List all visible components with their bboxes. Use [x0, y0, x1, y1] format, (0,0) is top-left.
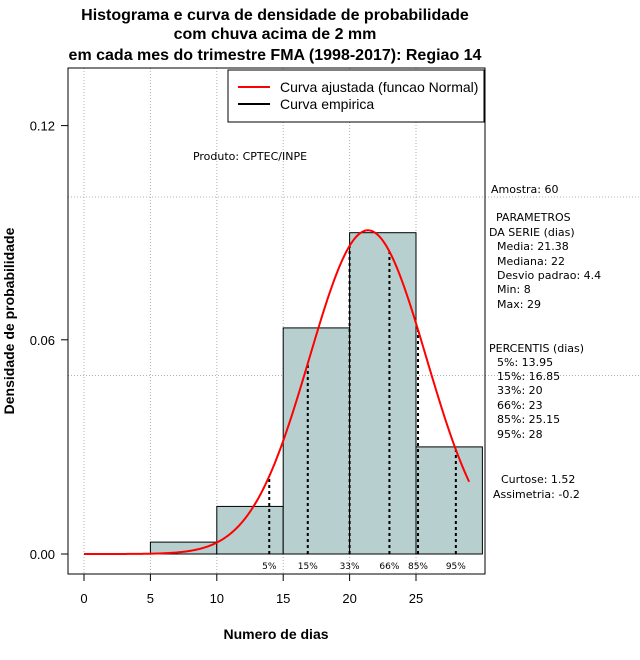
stat-desvio: Desvio padrao: 4.4	[497, 269, 601, 282]
y-tick-label-1: 0.06	[30, 333, 55, 348]
stat-assimetria: Assimetria: -0.2	[493, 488, 580, 501]
x-tick-label-5: 25	[409, 591, 423, 606]
stat-mediana: Mediana: 22	[497, 255, 565, 268]
stat-media: Media: 21.38	[497, 240, 569, 253]
histogram-bar-1	[216, 505, 284, 555]
stats-panel: Amostra: 60 PARAMETROS DA SERIE (dias) M…	[489, 183, 601, 501]
percentile-label-66pct: 66%	[379, 562, 399, 572]
stat-percentis-title: PERCENTIS (dias)	[489, 342, 584, 355]
legend-box	[227, 69, 485, 123]
percentile-label-95pct: 95%	[446, 562, 466, 572]
curve-layer	[84, 229, 471, 555]
histogram-bar-4	[415, 446, 483, 555]
percentile-layer: 5% 15% 33% 66% 85% 95%	[262, 245, 466, 572]
chart-title-line-3: em cada mes do trimestre FMA (1998-2017)…	[69, 47, 482, 64]
percentile-label-5pct: 5%	[262, 562, 277, 572]
stat-p5: 5%: 13.95	[497, 356, 553, 369]
plot-frame	[67, 67, 486, 575]
stat-max: Max: 29	[497, 298, 541, 311]
product-label: Produto: CPTEC/INPE	[193, 150, 307, 163]
percentile-label-85pct: 85%	[408, 562, 428, 572]
y-tick-label-2: 0.12	[30, 119, 55, 134]
histogram-bar-3	[349, 232, 417, 555]
stat-parametros-title-2: DA SERIE (dias)	[489, 226, 575, 239]
x-tick-label-0: 0	[80, 591, 87, 606]
histogram-bar-2	[282, 327, 351, 555]
stat-p66: 66%: 23	[497, 399, 543, 412]
x-tick-label-4: 20	[342, 591, 356, 606]
percentile-label-33pct: 33%	[340, 562, 360, 572]
stat-parametros-title-1: PARAMETROS	[496, 211, 571, 224]
stat-p15: 15%: 16.85	[497, 370, 560, 383]
y-tick-label-0: 0.00	[30, 547, 55, 562]
x-tick-label-3: 15	[276, 591, 290, 606]
legend: Curva ajustada (funcao Normal) Curva emp…	[227, 69, 485, 123]
stat-amostra: Amostra: 60	[491, 183, 558, 196]
stat-p33: 33%: 20	[497, 384, 543, 397]
percentile-label-15pct: 15%	[298, 562, 318, 572]
stat-p85: 85%: 25.15	[497, 413, 560, 426]
stat-p95: 95%: 28	[497, 428, 543, 441]
legend-label-empirical: Curva empirica	[280, 96, 374, 112]
normal-fit-curve	[84, 229, 471, 555]
stat-min: Min: 8	[497, 283, 531, 296]
x-tick-label-2: 10	[210, 591, 224, 606]
y-axis-label: Densidade de probabilidade	[1, 227, 17, 414]
chart-title-line-1: Histograma e curva de densidade de proba…	[81, 7, 469, 24]
bars-layer	[149, 232, 483, 555]
x-axis-label: Numero de dias	[223, 626, 328, 642]
legend-label-normal: Curva ajustada (funcao Normal)	[280, 79, 478, 95]
x-tick-label-1: 5	[147, 591, 154, 606]
stat-curtose: Curtose: 1.52	[501, 473, 575, 486]
chart-title-line-2: com chuva acima de 2 mm	[174, 26, 377, 43]
